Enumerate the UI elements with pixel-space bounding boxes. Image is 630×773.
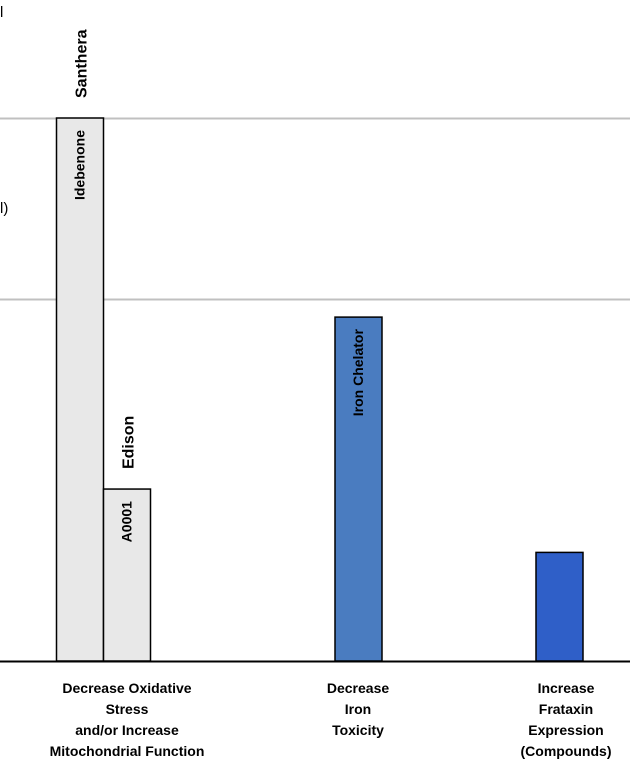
category-label-1-line-0: Decrease <box>327 680 389 696</box>
bar-0 <box>55 117 105 662</box>
cropped-text-top-left: l <box>0 4 4 21</box>
category-label-0-line-1: Stress <box>106 701 149 717</box>
bar-1 <box>102 488 152 662</box>
category-label-2-line-2: Expression <box>528 722 603 738</box>
category-label-1-line-2: Toxicity <box>332 722 384 738</box>
bar-2 <box>334 316 383 662</box>
bar-inside-label-2: Iron Chelator <box>350 329 366 417</box>
bar-3 <box>535 551 584 662</box>
bar-inside-label-1: A0001 <box>119 501 135 542</box>
category-label-0-line-0: Decrease Oxidative <box>62 680 191 696</box>
category-label-2-line-1: Frataxin <box>539 701 593 717</box>
category-label-2-line-3: (Compounds) <box>521 743 612 759</box>
category-label-0-line-3: Mitochondrial Function <box>50 743 205 759</box>
bar-above-label-1: Edison <box>121 416 138 469</box>
category-label-0-line-2: and/or Increase <box>75 722 179 738</box>
category-label-1-line-1: Iron <box>345 701 371 717</box>
bar-inside-label-0: Idebenone <box>72 130 88 200</box>
bar-above-label-0: Santhera <box>74 29 91 98</box>
cropped-text-left: l) <box>0 200 9 217</box>
category-label-2-line-0: Increase <box>538 680 595 696</box>
